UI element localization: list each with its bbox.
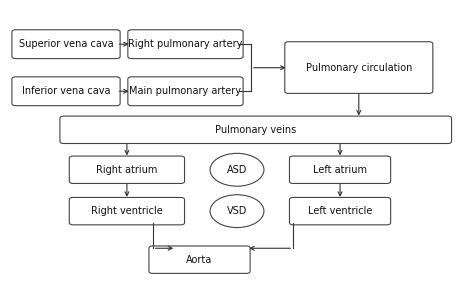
Text: Right pulmonary artery: Right pulmonary artery — [128, 39, 243, 49]
Text: Left ventricle: Left ventricle — [308, 206, 372, 216]
FancyBboxPatch shape — [12, 30, 120, 58]
FancyBboxPatch shape — [69, 156, 184, 183]
FancyBboxPatch shape — [60, 116, 452, 143]
Text: ASD: ASD — [227, 165, 247, 175]
FancyBboxPatch shape — [290, 198, 391, 225]
FancyBboxPatch shape — [285, 42, 433, 93]
Text: Aorta: Aorta — [186, 255, 213, 265]
Text: Right ventricle: Right ventricle — [91, 206, 163, 216]
Text: Left atrium: Left atrium — [313, 165, 367, 175]
FancyBboxPatch shape — [69, 198, 184, 225]
Text: Pulmonary veins: Pulmonary veins — [215, 125, 296, 135]
FancyBboxPatch shape — [128, 30, 243, 58]
Text: Superior vena cava: Superior vena cava — [18, 39, 113, 49]
Text: Main pulmonary artery: Main pulmonary artery — [129, 86, 241, 96]
Text: VSD: VSD — [227, 206, 247, 216]
Text: Inferior vena cava: Inferior vena cava — [22, 86, 110, 96]
FancyBboxPatch shape — [128, 77, 243, 106]
Ellipse shape — [210, 153, 264, 186]
Ellipse shape — [210, 195, 264, 228]
FancyBboxPatch shape — [149, 246, 250, 273]
Text: Pulmonary circulation: Pulmonary circulation — [306, 63, 412, 72]
FancyBboxPatch shape — [290, 156, 391, 183]
FancyBboxPatch shape — [12, 77, 120, 106]
Text: Right atrium: Right atrium — [96, 165, 157, 175]
